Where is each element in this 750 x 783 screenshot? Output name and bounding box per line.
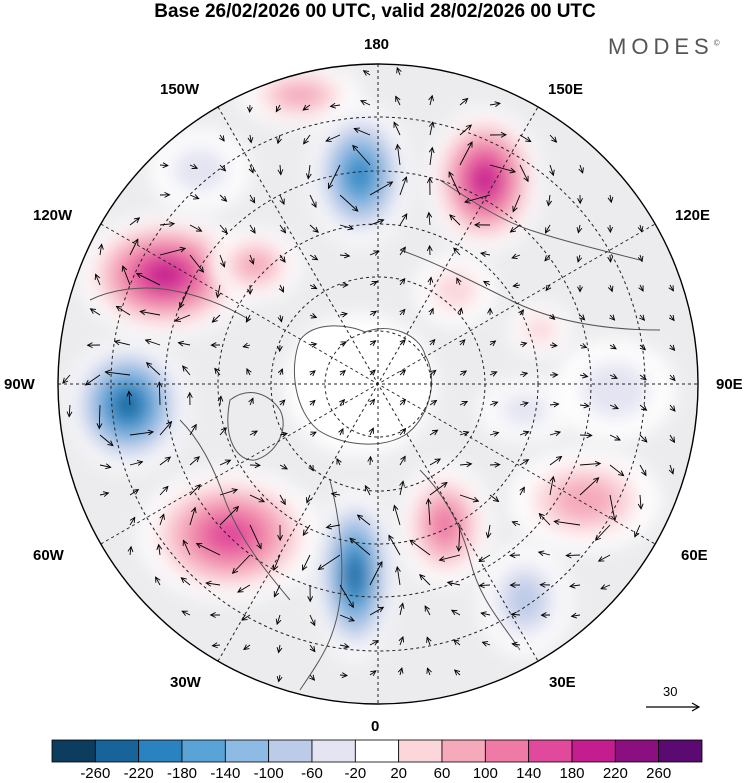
lon-label-60e: 60E [681, 547, 708, 564]
map-border [57, 63, 699, 705]
reference-vector-label: 30 [663, 684, 678, 699]
colorbar-tick-label: -180 [166, 765, 198, 782]
colorbar-tick-label: 220 [602, 765, 628, 782]
lon-label-150w: 150W [160, 81, 200, 98]
colorbar-tick-label: -140 [210, 765, 241, 782]
lon-label-180: 180 [364, 36, 390, 53]
graticule [58, 64, 698, 704]
colorbar-tick-label: 20 [390, 765, 407, 782]
lon-label-150e: 150E [548, 81, 584, 98]
colorbar-tick-label: 260 [646, 765, 672, 782]
colorbar-tick-label: -60 [301, 765, 323, 782]
lon-label-120w: 120W [33, 207, 73, 224]
colorbar-tick-label: 140 [516, 765, 542, 782]
coastlines [89, 179, 661, 691]
wind-vectors [62, 66, 676, 683]
lon-label-0: 0 [371, 718, 380, 735]
colorbar-tick-label: -260 [80, 765, 111, 782]
brand-logo: MODES© [608, 34, 720, 59]
map-title: Base 26/02/2026 00 UTC, valid 28/02/2026… [154, 1, 596, 22]
colorbar-tick-label: -20 [344, 765, 367, 782]
colorbar-tick-label: 60 [433, 765, 451, 782]
anomaly-layer [68, 65, 675, 660]
lon-label-90w: 90W [4, 376, 35, 393]
colorbar [51, 739, 703, 763]
lon-label-30e: 30E [549, 674, 576, 691]
lon-label-120e: 120E [675, 207, 711, 224]
colorbar-tick-label: 180 [559, 765, 585, 782]
colorbar-tick-label: -220 [123, 765, 154, 782]
lon-label-90e: 90E [716, 376, 743, 393]
colorbar-tick-label: 100 [472, 765, 498, 782]
lon-label-30w: 30W [170, 674, 201, 691]
lon-label-60w: 60W [33, 547, 64, 564]
reference-vector [646, 702, 701, 712]
colorbar-tick-label: -100 [253, 765, 284, 782]
